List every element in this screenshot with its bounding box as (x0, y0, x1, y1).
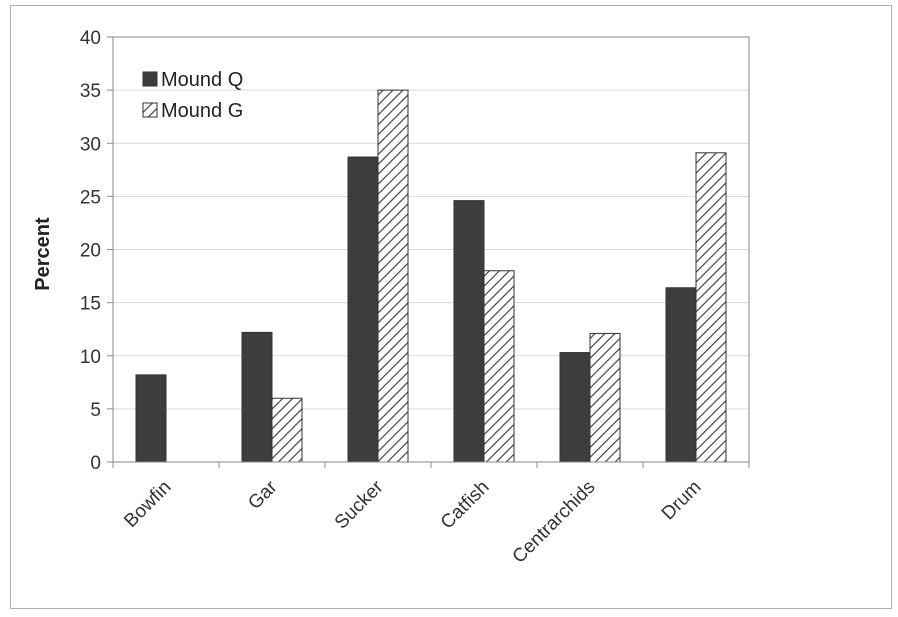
y-axis-title: Percent (32, 217, 54, 291)
y-tick-label: 10 (80, 347, 101, 368)
bar-mound-g-sucker (377, 89, 409, 463)
y-tick-label: 40 (80, 28, 101, 49)
bar-mound-g-gar (271, 397, 303, 463)
y-tick-label: 20 (80, 241, 101, 262)
x-category-label: Gar (244, 476, 282, 514)
legend-swatch (142, 102, 158, 118)
x-category-label: Catfish (437, 477, 494, 534)
y-tick-label: 30 (80, 134, 101, 155)
legend-label: Mound G (161, 100, 243, 122)
bar-mound-g-drum (695, 152, 727, 463)
x-category-label: Drum (658, 477, 706, 525)
bar-mound-g-catfish (483, 270, 515, 463)
legend: Mound Q Mound G (142, 69, 243, 122)
bar-mound-q-catfish (453, 200, 485, 463)
legend-label: Mound Q (161, 69, 243, 91)
bar-chart: 0 5 10 15 20 25 30 35 40 Bowfin Gar Sucker Catfish Ce… (32, 28, 750, 568)
bar-mound-q-bowfin (135, 374, 167, 463)
chart-frame: 0 5 10 15 20 25 30 35 40 Bowfin Gar Sucker Catfish Ce… (10, 5, 892, 609)
bar-mound-q-drum (665, 287, 697, 463)
x-category-label: Sucker (331, 476, 388, 533)
y-tick-label: 35 (80, 81, 101, 102)
y-tick-label: 5 (90, 400, 101, 421)
bar-mound-q-sucker (347, 156, 379, 463)
bar-mound-q-gar (241, 331, 273, 463)
bar-mound-q-centrarchids (559, 352, 591, 463)
bar-mound-g-centrarchids (589, 332, 621, 463)
y-tick-label: 15 (80, 294, 101, 315)
x-category-label: Centrarchids (509, 477, 600, 568)
y-tick-label: 0 (90, 453, 101, 474)
legend-swatch (142, 71, 158, 87)
y-tick-label: 25 (80, 187, 101, 208)
x-category-label: Bowfin (120, 477, 175, 532)
